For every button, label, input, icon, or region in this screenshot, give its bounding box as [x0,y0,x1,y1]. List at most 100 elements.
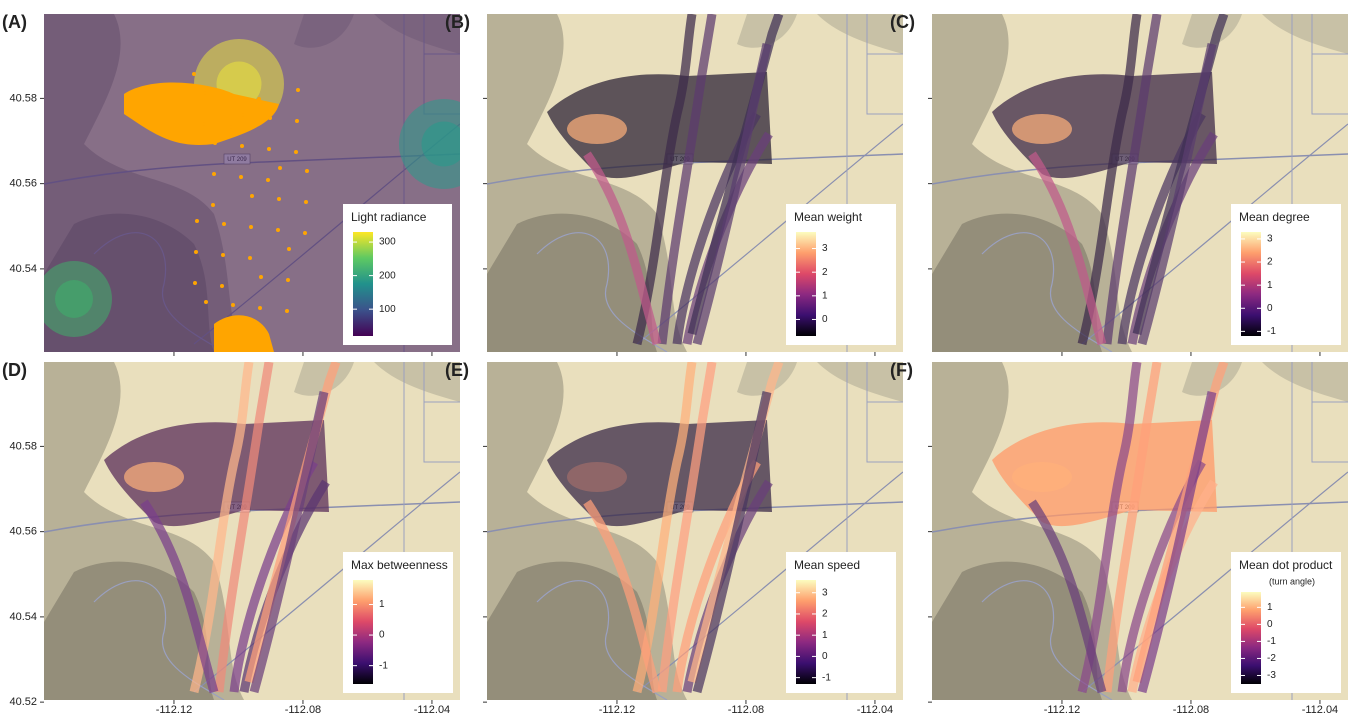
location-point [239,175,243,179]
colorbar-tick-label: 0 [822,651,828,662]
location-point [250,194,254,198]
legend: Mean dot product(turn angle)-3-2-101 [1231,552,1341,693]
colorbar-tick-label: 2 [822,609,828,620]
y-tick-label: 40.58 [9,92,37,104]
panel-label: (F) [890,360,913,380]
panel-label: (C) [890,12,915,32]
location-point [268,116,272,120]
colorbar-tick-label: 1 [1267,602,1273,613]
location-point [257,97,261,101]
location-point [220,284,224,288]
track-hotspot [1012,114,1072,144]
x-tick-label: -112.04 [414,704,451,716]
colorbar-tick-label: 1 [822,630,828,641]
location-point [267,147,271,151]
x-tick-label: -112.12 [1044,704,1081,716]
colorbar [353,580,373,684]
colorbar [353,232,373,336]
x-tick-label: -112.08 [728,704,765,716]
colorbar-tick-label: 1 [1267,280,1273,291]
colorbar-tick-label: -2 [1267,653,1276,664]
location-point [278,166,282,170]
colorbar-tick-label: -1 [822,672,831,683]
colorbar-tick-label: 0 [1267,619,1273,630]
colorbar-tick-label: 3 [822,243,828,254]
colorbar [796,580,816,684]
location-point [211,203,215,207]
panel-label: (D) [2,360,27,380]
legend-title: Mean weight [794,210,863,224]
colorbar-tick-label: 2 [822,267,828,278]
location-point [295,119,299,123]
location-point [285,309,289,313]
colorbar-tick-label: -1 [379,660,388,671]
colorbar [1241,232,1261,336]
legend-title: Mean speed [794,558,860,572]
location-point [277,197,281,201]
legend-title: Light radiance [351,210,427,224]
location-point [286,278,290,282]
panel-label: (A) [2,12,27,32]
colorbar-tick-label: 0 [1267,303,1273,314]
location-point [258,306,262,310]
location-point [266,178,270,182]
location-point [231,303,235,307]
colorbar-tick-label: -1 [1267,636,1276,647]
legend: Mean speed -1 0 1 2 3 [786,552,896,693]
x-tick-label: -112.08 [1173,704,1210,716]
colorbar [796,232,816,336]
map-panel: UT 209(C)Mean degree-10123 [890,12,1348,356]
colorbar-tick-label: 3 [822,587,828,598]
legend: Mean weight 0 1 2 3 [786,204,896,345]
colorbar-tick-label: 0 [822,314,828,325]
location-point [259,275,263,279]
legend: Max betweenness-101 [343,552,453,693]
location-point [296,88,300,92]
colorbar-tick-label: 1 [379,599,385,610]
legend-title: Mean degree [1239,210,1310,224]
location-point [203,91,207,95]
location-point [304,200,308,204]
colorbar-tick-label: 3 [1267,234,1273,245]
y-tick-label: 40.56 [9,526,37,538]
location-point [202,122,206,126]
location-point [305,169,309,173]
colorbar-tick-label: 1 [822,290,828,301]
colorbar-tick-label: 300 [379,237,396,248]
track-hotspot [567,114,627,144]
y-tick-label: 40.54 [9,611,37,623]
track-hotspot [1012,462,1072,492]
map-panel: UT 209(B)Mean weight0123 [445,12,903,356]
location-point [249,225,253,229]
y-tick-label: 40.56 [9,178,37,190]
map-panel: UT 209-112.12-112.08-112.04(E)Mean speed… [445,360,903,716]
radiance-glow [422,122,467,167]
location-point [276,228,280,232]
x-tick-label: -112.08 [285,704,322,716]
location-point [212,172,216,176]
map-panel: UT 20940.5440.5640.58(A)Light radiance10… [2,12,489,356]
colorbar [1241,592,1261,684]
y-tick-label: 40.54 [9,263,37,275]
panel-label: (B) [445,12,470,32]
location-point [221,253,225,257]
location-point [303,231,307,235]
location-point [241,113,245,117]
colorbar-tick-label: 0 [379,630,385,641]
colorbar-tick-label: -3 [1267,670,1276,681]
location-point [222,222,226,226]
track-hotspot [567,462,627,492]
location-point [294,150,298,154]
location-point [204,300,208,304]
location-point [194,250,198,254]
colorbar-tick-label: 100 [379,304,396,315]
map-panel: UT 209-112.12-112.08-112.04(F)Mean dot p… [890,360,1348,716]
colorbar-tick-label: -1 [1267,326,1276,337]
location-point [193,281,197,285]
y-tick-label: 40.52 [9,696,37,708]
radiance-glow [55,280,93,318]
location-point [192,72,196,76]
x-tick-label: -112.04 [857,704,894,716]
legend-subtitle: (turn angle) [1269,576,1315,586]
